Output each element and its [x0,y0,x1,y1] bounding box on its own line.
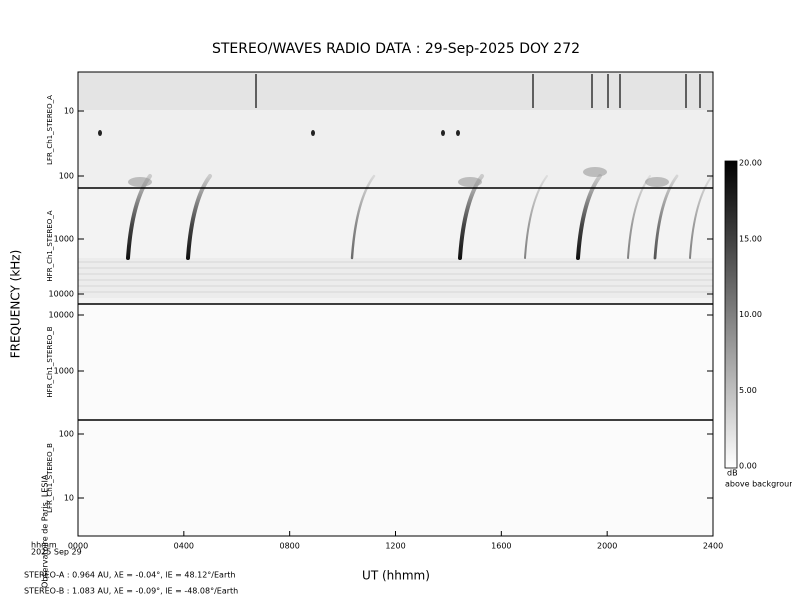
burst-blob [441,130,445,136]
colorbar-tick-label: 10.00 [739,310,762,319]
panel-bg [78,110,713,188]
x-axis-label: UT (hhmm) [362,569,430,583]
burst-blob [456,130,460,136]
footer-line: STEREO-B : 1.083 AU, λE = -0.09°, lE = -… [24,587,238,596]
x-tick-label: 1600 [491,542,511,551]
colorbar-tick-label: 15.00 [739,234,762,243]
y-tick-label: 10000 [49,290,74,299]
panel-label: HFR_Ch1_STEREO_A [46,210,54,281]
burst [689,175,713,259]
footer-line: STEREO-A : 0.964 AU, λE = -0.04°, lE = 4… [24,571,235,580]
y-tick-label: 10000 [49,311,74,320]
y-tick-label: 10 [64,107,74,116]
x-tick-label: 1200 [385,542,405,551]
burst [350,174,376,260]
burst-blob [458,177,482,187]
bursts [78,74,713,293]
y-tick-label: 10 [64,494,74,503]
burst-blob [128,177,152,187]
credit: Observatoire de Paris, LESIA [41,474,50,588]
y-tick-label: 1000 [54,235,74,244]
burst-blob [583,167,607,177]
x-tick-label: 2000 [597,542,617,551]
burst-blob [645,177,669,187]
colorbar-unit: dB [727,469,738,478]
chart-title: STEREO/WAVES RADIO DATA : 29-Sep-2025 DO… [212,41,580,57]
y-tick-label: 1000 [54,367,74,376]
burst-blob [98,130,102,136]
panel-bg [78,72,713,110]
panel-label: HFR_Ch1_STEREO_B [46,326,54,397]
x-tick-label: 0400 [174,542,194,551]
burst [576,174,602,260]
y-tick-label: 100 [59,172,74,181]
x-tick-label: 0000 [68,542,88,551]
panel-label: LFR_Ch1_STEREO_B [46,443,54,513]
burst [186,174,212,260]
colorbar-tick-label: 0.00 [739,462,757,471]
burst [653,174,679,260]
colorbar [724,160,738,469]
y-axis-label: FREQUENCY (kHz) [9,250,23,359]
x-tick-label: 0800 [279,542,299,551]
colorbar-caption: above background [725,480,792,489]
panel-label: LFR_Ch1_STEREO_A [46,95,54,165]
colorbar-tick-label: 20.00 [739,159,762,168]
date-label: hhmm [31,541,57,550]
x-tick-label: 2400 [703,542,723,551]
burst [524,175,548,259]
y-tick-label: 100 [59,430,74,439]
date-label: 2025 Sep 29 [31,548,82,557]
panel-bg [78,258,713,298]
colorbar-tick-label: 5.00 [739,386,757,395]
burst-blob [311,130,315,136]
